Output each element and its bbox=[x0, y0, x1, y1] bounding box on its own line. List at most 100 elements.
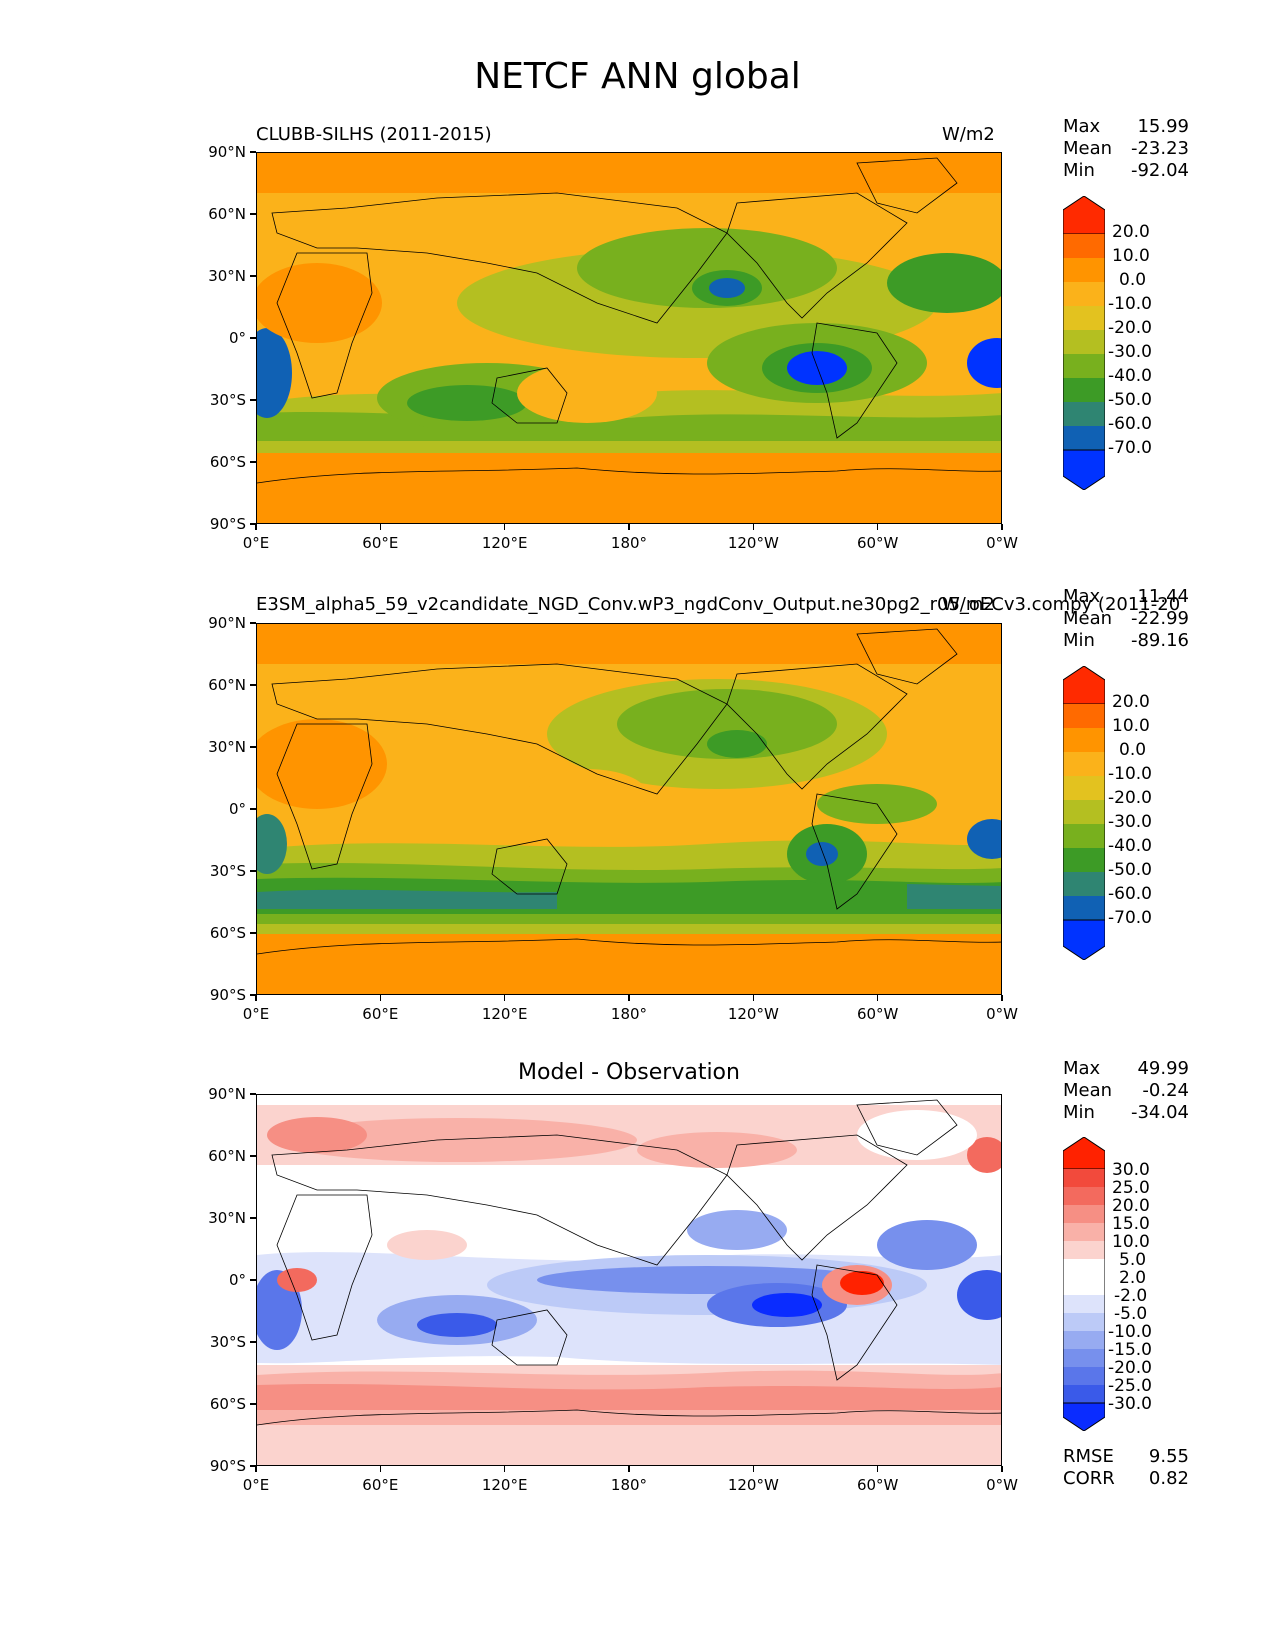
lon-tick-mark bbox=[876, 1466, 879, 1472]
panel3-metrics: RMSE 9.55 CORR 0.82 bbox=[1063, 1446, 1189, 1489]
lon-tick-label: 0°W bbox=[986, 534, 1018, 552]
panel1-field bbox=[257, 153, 1001, 523]
lon-tick-label: 0°E bbox=[242, 1476, 270, 1494]
lon-tick-mark bbox=[628, 1466, 630, 1472]
lon-tick-mark bbox=[379, 1466, 382, 1472]
lat-tick-mark bbox=[250, 684, 256, 686]
lat-tick-label: 60°N bbox=[208, 676, 246, 694]
lat-tick-label: 60°N bbox=[208, 1147, 246, 1165]
lat-tick-label: 90°N bbox=[208, 1085, 246, 1103]
lon-tick-label: 120°E bbox=[481, 1005, 528, 1023]
lat-tick-label: 60°S bbox=[209, 453, 246, 471]
panel2-stats: Max 11.44 Mean -22.99 Min -89.16 bbox=[1063, 586, 1189, 651]
lat-tick-label: 60°S bbox=[209, 924, 246, 942]
lon-tick-mark bbox=[628, 524, 630, 530]
lon-tick-mark bbox=[876, 524, 879, 530]
panel3-map bbox=[256, 1094, 1002, 1466]
lon-tick-label: 60°W bbox=[856, 1005, 899, 1023]
lat-tick-mark bbox=[250, 1217, 256, 1219]
lon-tick-mark bbox=[503, 995, 506, 1001]
panel1-units: W/m2 bbox=[942, 124, 995, 145]
lon-tick-label: 180° bbox=[610, 1476, 648, 1494]
lat-tick-mark bbox=[250, 213, 256, 215]
lat-tick-label: 60°N bbox=[208, 205, 246, 223]
lon-tick-mark bbox=[876, 995, 879, 1001]
lat-tick-mark bbox=[250, 151, 256, 153]
lon-tick-mark bbox=[379, 995, 382, 1001]
panel1-stats: Max 15.99 Mean -23.23 Min -92.04 bbox=[1063, 116, 1189, 181]
lat-tick-label: 30°S bbox=[209, 862, 246, 880]
panel1-title-left: CLUBB-SILHS (2011-2015) bbox=[256, 124, 492, 145]
lon-tick-mark bbox=[752, 1466, 755, 1472]
panel2-field bbox=[257, 624, 1001, 994]
lon-tick-mark bbox=[379, 524, 382, 530]
lon-tick-label: 180° bbox=[610, 534, 648, 552]
lon-tick-label: 120°W bbox=[727, 1476, 779, 1494]
lon-tick-label: 120°E bbox=[481, 534, 528, 552]
panel2-colorbar bbox=[1063, 666, 1105, 960]
lat-tick-label: 30°S bbox=[209, 1333, 246, 1351]
lon-tick-label: 60°E bbox=[362, 534, 399, 552]
lon-tick-label: 0°E bbox=[242, 1005, 270, 1023]
lat-tick-label: 90°S bbox=[209, 986, 246, 1004]
lon-tick-label: 0°W bbox=[986, 1476, 1018, 1494]
lon-tick-label: 180° bbox=[610, 1005, 648, 1023]
lon-tick-mark bbox=[255, 1466, 257, 1472]
lon-tick-mark bbox=[255, 995, 257, 1001]
panel1-map bbox=[256, 152, 1002, 524]
lat-tick-mark bbox=[250, 1155, 256, 1157]
panel1-colorbar bbox=[1063, 196, 1105, 490]
lon-tick-mark bbox=[1001, 524, 1003, 530]
panel3-title: Model - Observation bbox=[518, 1060, 740, 1085]
lon-tick-label: 120°W bbox=[727, 1005, 779, 1023]
lat-tick-label: 30°N bbox=[208, 1209, 246, 1227]
lon-tick-label: 0°W bbox=[986, 1005, 1018, 1023]
lon-tick-mark bbox=[628, 995, 630, 1001]
lat-tick-mark bbox=[250, 1403, 256, 1405]
lon-tick-label: 60°E bbox=[362, 1476, 399, 1494]
lon-tick-mark bbox=[503, 1466, 506, 1472]
lat-tick-label: 90°N bbox=[208, 143, 246, 161]
lat-tick-mark bbox=[250, 337, 256, 339]
lon-tick-mark bbox=[1001, 1466, 1003, 1472]
lat-tick-label: 30°S bbox=[209, 391, 246, 409]
figure-title: NETCF ANN global bbox=[474, 56, 801, 97]
panel2-units: W/m2 bbox=[942, 594, 995, 615]
lon-tick-label: 60°W bbox=[856, 534, 899, 552]
lat-tick-mark bbox=[250, 1341, 256, 1343]
lat-tick-label: 90°N bbox=[208, 614, 246, 632]
lat-tick-mark bbox=[250, 994, 256, 996]
lat-tick-label: 0° bbox=[228, 800, 246, 818]
panel2-map bbox=[256, 623, 1002, 995]
lat-tick-label: 0° bbox=[228, 1271, 246, 1289]
lat-tick-label: 30°N bbox=[208, 738, 246, 756]
lat-tick-mark bbox=[250, 622, 256, 624]
lon-tick-label: 60°W bbox=[856, 1476, 899, 1494]
lat-tick-mark bbox=[250, 399, 256, 401]
lat-tick-mark bbox=[250, 870, 256, 872]
lat-tick-mark bbox=[250, 1093, 256, 1095]
lat-tick-label: 90°S bbox=[209, 515, 246, 533]
panel3-field bbox=[257, 1095, 1001, 1465]
lon-tick-mark bbox=[752, 524, 755, 530]
lat-tick-label: 90°S bbox=[209, 1457, 246, 1475]
lat-tick-mark bbox=[250, 746, 256, 748]
lat-tick-mark bbox=[250, 808, 256, 810]
lat-tick-mark bbox=[250, 461, 256, 463]
lon-tick-label: 0°E bbox=[242, 534, 270, 552]
lat-tick-label: 60°S bbox=[209, 1395, 246, 1413]
lat-tick-label: 30°N bbox=[208, 267, 246, 285]
lat-tick-mark bbox=[250, 932, 256, 934]
lat-tick-mark bbox=[250, 1465, 256, 1467]
lon-tick-label: 120°W bbox=[727, 534, 779, 552]
lon-tick-label: 60°E bbox=[362, 1005, 399, 1023]
lon-tick-mark bbox=[1001, 995, 1003, 1001]
lat-tick-label: 0° bbox=[228, 329, 246, 347]
lon-tick-label: 120°E bbox=[481, 1476, 528, 1494]
lat-tick-mark bbox=[250, 523, 256, 525]
panel2-title-left: E3SM_alpha5_59_v2candidate_NGD_Conv.wP3_… bbox=[256, 594, 1181, 615]
lon-tick-mark bbox=[255, 524, 257, 530]
lat-tick-mark bbox=[250, 1279, 256, 1281]
lat-tick-mark bbox=[250, 275, 256, 277]
panel3-stats: Max 49.99 Mean -0.24 Min -34.04 bbox=[1063, 1058, 1189, 1123]
